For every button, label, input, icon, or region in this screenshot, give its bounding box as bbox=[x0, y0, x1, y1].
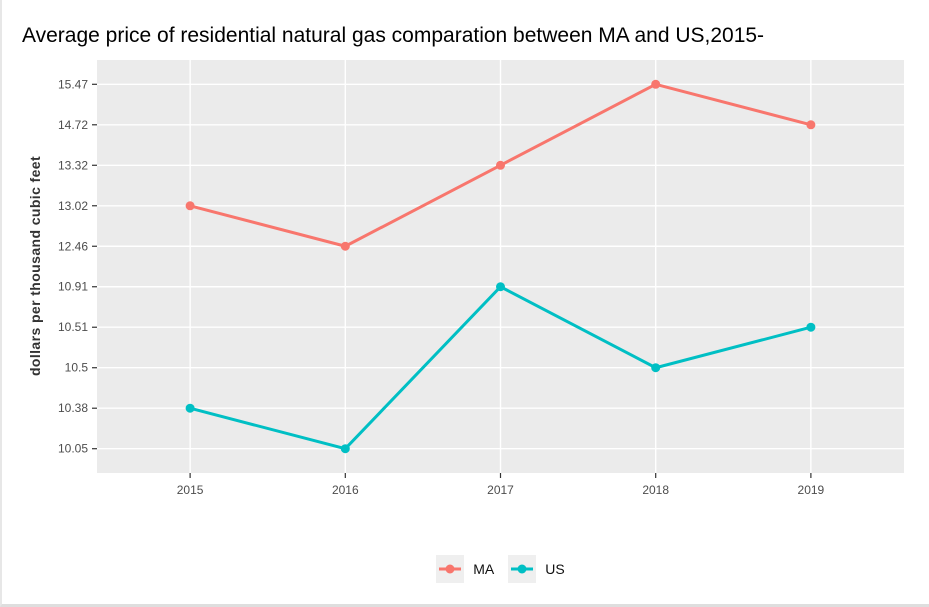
x-tick-label-2017: 2017 bbox=[487, 483, 514, 497]
y-tick-label-15.47: 15.47 bbox=[58, 77, 88, 91]
data-point-US-2016 bbox=[340, 444, 350, 454]
y-tick-label-12.46: 12.46 bbox=[58, 239, 88, 253]
data-point-US-2018 bbox=[651, 363, 661, 373]
x-tick-label-2016: 2016 bbox=[332, 483, 359, 497]
x-tick-label-2018: 2018 bbox=[642, 483, 669, 497]
data-point-MA-2019 bbox=[806, 120, 816, 130]
data-point-US-2017 bbox=[496, 282, 505, 292]
x-tick-label-2015: 2015 bbox=[177, 483, 204, 497]
data-point-MA-2017 bbox=[496, 160, 505, 170]
y-tick-label-10.51: 10.51 bbox=[58, 320, 88, 334]
y-tick-label-10.5: 10.5 bbox=[65, 361, 89, 375]
data-point-US-2019 bbox=[806, 322, 816, 332]
data-point-MA-2015 bbox=[185, 201, 195, 211]
data-point-US-2015 bbox=[185, 403, 195, 413]
legend: MA US bbox=[97, 551, 904, 587]
data-point-MA-2018 bbox=[651, 79, 661, 89]
chart-title: Average price of residential natural gas… bbox=[22, 24, 765, 47]
legend-label-MA: MA bbox=[473, 561, 495, 577]
y-tick-label-10.05: 10.05 bbox=[58, 442, 88, 456]
data-point-MA-2016 bbox=[340, 241, 350, 251]
x-tick-label-2019: 2019 bbox=[798, 483, 825, 497]
legend-item-US: US bbox=[508, 555, 565, 583]
legend-key-US bbox=[508, 555, 537, 583]
legend-glyph-icon bbox=[439, 564, 462, 574]
legend-label-US: US bbox=[545, 561, 565, 577]
y-tick-label-14.72: 14.72 bbox=[58, 118, 88, 132]
y-tick-label-13.32: 13.32 bbox=[58, 158, 88, 172]
y-tick-label-13.02: 13.02 bbox=[58, 199, 88, 213]
y-tick-label-10.38: 10.38 bbox=[58, 401, 88, 415]
legend-item-MA: MA bbox=[436, 555, 494, 583]
legend-key-MA bbox=[436, 555, 465, 583]
legend-glyph-icon bbox=[511, 564, 534, 574]
y-tick-label-10.91: 10.91 bbox=[58, 280, 88, 294]
